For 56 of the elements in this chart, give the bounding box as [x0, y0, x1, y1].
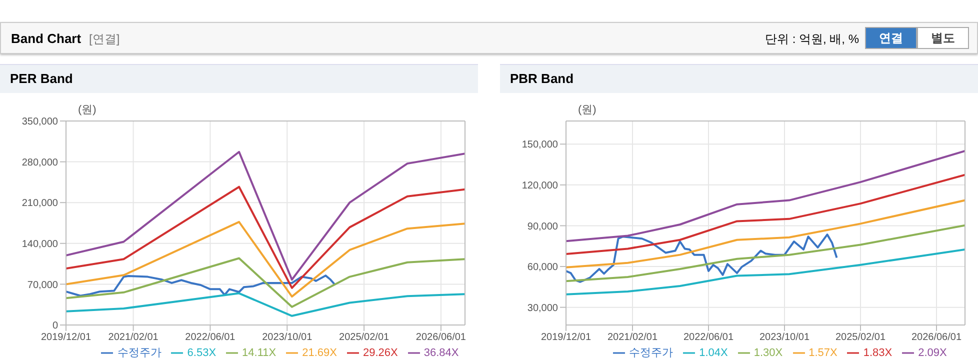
- line-series: [566, 150, 965, 242]
- legend-label: 1.04X: [699, 347, 728, 359]
- legend-label: 36.84X: [424, 347, 459, 359]
- line-series: [566, 199, 965, 268]
- x-tick-label: 2025/02/01: [339, 332, 390, 344]
- y-tick-label: 140,000: [22, 238, 58, 250]
- y-tick-label: 210,000: [22, 198, 58, 210]
- y-tick-label: 70,000: [27, 280, 58, 291]
- line-series: [566, 248, 965, 296]
- y-tick-label: 350,000: [22, 116, 58, 128]
- x-tick-label: 2023/10/01: [262, 332, 313, 344]
- x-tick-label: 2019/12/01: [40, 332, 92, 344]
- y-axis-title: (원): [578, 103, 596, 117]
- line-series: [66, 292, 465, 317]
- x-tick-label: 2021/02/01: [108, 332, 159, 344]
- legend-label: 14.11X: [242, 347, 276, 359]
- x-tick-label: 2026/06/01: [911, 332, 962, 344]
- y-tick-label: 150,000: [522, 140, 558, 151]
- line-series: [566, 234, 838, 283]
- line-series: [66, 186, 465, 289]
- x-tick-label: 2022/06/01: [185, 332, 236, 344]
- legend-label: 6.53X: [187, 347, 216, 359]
- line-series: [566, 174, 965, 256]
- line-series: [66, 220, 465, 298]
- text: 단위 : 억원, 배, %: [764, 31, 859, 48]
- y-tick-label: 60,000: [527, 262, 558, 274]
- legend-label: 1.57X: [808, 347, 838, 359]
- x-tick-label: 2022/06/01: [683, 332, 734, 344]
- y-tick-label: 0: [52, 320, 58, 332]
- line-series: [66, 274, 336, 297]
- text: [연결]: [89, 31, 120, 48]
- text: Band Chart: [11, 31, 82, 46]
- text: 연결: [865, 27, 917, 49]
- x-tick-label: 2021/02/01: [607, 332, 658, 344]
- line-series: [566, 224, 965, 282]
- text: 별도: [917, 27, 969, 49]
- legend-label: 수정주가: [117, 347, 162, 359]
- legend-label: 1.30X: [754, 347, 783, 359]
- x-tick-label: 2025/02/01: [835, 332, 886, 344]
- y-axis-title: (원): [78, 103, 96, 117]
- line-series: [66, 150, 465, 281]
- legend-label: 1.83X: [863, 347, 892, 359]
- y-tick-label: 30,000: [527, 302, 558, 314]
- x-tick-label: 2026/06/01: [416, 332, 466, 344]
- legend-label: 2.09X: [918, 347, 947, 359]
- chart-title: PER Band: [0, 64, 478, 93]
- y-tick-label: 120,000: [522, 180, 558, 192]
- y-tick-label: 90,000: [527, 221, 558, 232]
- legend-label: 29.26X: [362, 347, 398, 359]
- legend-label: 21.69X: [302, 347, 337, 359]
- chart-title: PBR Band: [500, 64, 978, 93]
- x-tick-label: 2019/12/01: [540, 332, 592, 344]
- y-tick-label: 280,000: [22, 157, 58, 168]
- legend-label: 수정주가: [629, 347, 674, 359]
- x-tick-label: 2023/10/01: [759, 332, 810, 344]
- line-series: [66, 257, 465, 308]
